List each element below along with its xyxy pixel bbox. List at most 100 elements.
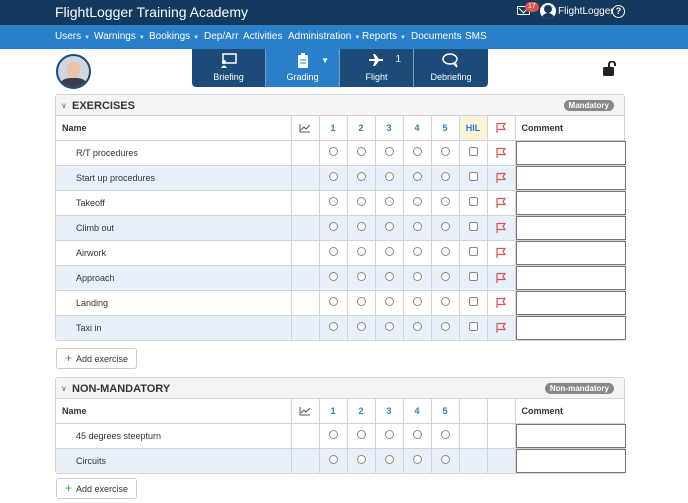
grade-1-radio[interactable] <box>328 322 338 332</box>
unlock-icon[interactable] <box>602 61 617 76</box>
grade-3-radio[interactable] <box>384 222 394 231</box>
grade-4-radio[interactable] <box>412 147 422 156</box>
grade-5-radio[interactable] <box>440 222 450 231</box>
grade-3-radio[interactable] <box>384 147 394 156</box>
grade-4-radio[interactable] <box>412 272 422 281</box>
grade-3-radio[interactable] <box>384 322 394 332</box>
flag-icon[interactable] <box>495 322 507 334</box>
nav-item-administration[interactable]: Administration ▼ <box>288 31 360 42</box>
hil-checkbox[interactable] <box>468 147 478 156</box>
comment-input[interactable] <box>515 315 626 340</box>
flag-icon[interactable] <box>495 272 507 284</box>
grade-1-radio[interactable] <box>328 172 338 181</box>
grade-4-radio[interactable] <box>412 430 422 439</box>
flag-icon[interactable] <box>495 197 507 209</box>
grade-3-radio[interactable] <box>384 272 394 281</box>
chevron-down-icon[interactable]: ▼ <box>321 56 329 65</box>
exercises-header[interactable]: ∨ EXERCISES Mandatory <box>56 95 624 116</box>
grade-5-radio[interactable] <box>440 297 450 306</box>
grade-2-radio[interactable] <box>356 430 366 439</box>
flag-icon[interactable] <box>495 297 507 309</box>
grade-2-radio[interactable] <box>356 147 366 156</box>
grade-4-radio[interactable] <box>412 297 422 306</box>
grade-5-radio[interactable] <box>440 147 450 156</box>
nav-item-bookings[interactable]: Bookings ▼ <box>149 31 199 42</box>
grade-2-radio[interactable] <box>356 222 366 231</box>
grade-5-radio[interactable] <box>440 172 450 181</box>
grade-4-radio[interactable] <box>412 455 422 465</box>
grade-4-radio[interactable] <box>412 247 422 256</box>
nav-item-users[interactable]: Users ▼ <box>55 31 90 42</box>
nav-item-documents[interactable]: Documents <box>411 31 462 42</box>
comment-input[interactable] <box>515 190 626 215</box>
grade-5-radio[interactable] <box>440 197 450 206</box>
help-icon[interactable]: ? <box>612 5 625 18</box>
grade-2-radio[interactable] <box>356 455 366 465</box>
user-menu[interactable]: FlightLogger <box>558 6 614 17</box>
tab-flight[interactable]: 1 Flight <box>340 49 414 87</box>
add-non-mandatory-exercise-button[interactable]: + Add exercise <box>56 478 138 499</box>
comment-input[interactable] <box>515 265 626 290</box>
grade-5-radio[interactable] <box>440 247 450 256</box>
grade-1-radio[interactable] <box>328 272 338 281</box>
grade-4-radio[interactable] <box>412 222 422 231</box>
comment-input[interactable] <box>515 448 626 473</box>
grade-1-radio[interactable] <box>328 247 338 256</box>
grade-2-radio[interactable] <box>356 297 366 306</box>
progress-chart-icon[interactable] <box>299 406 311 416</box>
grade-1-radio[interactable] <box>328 197 338 206</box>
flag-icon[interactable] <box>495 172 507 184</box>
grade-2-radio[interactable] <box>356 197 366 206</box>
grade-3-radio[interactable] <box>384 197 394 206</box>
flag-icon[interactable] <box>495 122 507 134</box>
nav-item-warnings[interactable]: Warnings ▼ <box>94 31 145 42</box>
grade-3-radio[interactable] <box>384 297 394 306</box>
tab-debriefing[interactable]: Debriefing <box>414 49 488 87</box>
grade-5-radio[interactable] <box>440 322 450 332</box>
grade-3-radio[interactable] <box>384 247 394 256</box>
user-avatar-icon[interactable] <box>540 3 556 19</box>
hil-checkbox[interactable] <box>468 247 478 256</box>
comment-input[interactable] <box>515 140 626 165</box>
grade-2-radio[interactable] <box>356 272 366 281</box>
grade-5-radio[interactable] <box>440 455 450 465</box>
nav-item-dep-arr[interactable]: Dep/Arr <box>204 31 238 42</box>
tab-briefing[interactable]: Briefing <box>192 49 266 87</box>
grade-5-radio[interactable] <box>440 430 450 439</box>
non-mandatory-header[interactable]: ∨ NON-MANDATORY Non-mandatory <box>56 378 624 399</box>
comment-input[interactable] <box>515 215 626 240</box>
grade-5-radio[interactable] <box>440 272 450 281</box>
nav-item-sms[interactable]: SMS <box>465 31 487 42</box>
grade-3-radio[interactable] <box>384 172 394 181</box>
hil-checkbox[interactable] <box>468 272 478 281</box>
flag-icon[interactable] <box>495 222 507 234</box>
hil-checkbox[interactable] <box>468 172 478 181</box>
comment-input[interactable] <box>515 165 626 190</box>
grade-2-radio[interactable] <box>356 322 366 332</box>
grade-1-radio[interactable] <box>328 455 338 465</box>
grade-3-radio[interactable] <box>384 455 394 465</box>
nav-item-reports[interactable]: Reports ▼ <box>362 31 406 42</box>
grade-4-radio[interactable] <box>412 322 422 332</box>
grade-3-radio[interactable] <box>384 430 394 439</box>
hil-checkbox[interactable] <box>468 222 478 231</box>
grade-4-radio[interactable] <box>412 197 422 206</box>
add-exercise-button[interactable]: + Add exercise <box>56 348 138 369</box>
flag-icon[interactable] <box>495 147 507 159</box>
progress-chart-icon[interactable] <box>299 123 311 133</box>
hil-checkbox[interactable] <box>468 297 478 306</box>
hil-checkbox[interactable] <box>468 322 478 332</box>
grade-2-radio[interactable] <box>356 247 366 256</box>
grade-1-radio[interactable] <box>328 430 338 439</box>
hil-checkbox[interactable] <box>468 197 478 206</box>
grade-1-radio[interactable] <box>328 147 338 156</box>
grade-2-radio[interactable] <box>356 172 366 181</box>
grade-4-radio[interactable] <box>412 172 422 181</box>
comment-input[interactable] <box>515 423 626 448</box>
comment-input[interactable] <box>515 240 626 265</box>
chevron-down-icon[interactable]: ∨ <box>61 101 67 110</box>
grade-1-radio[interactable] <box>328 297 338 306</box>
comment-input[interactable] <box>515 290 626 315</box>
grade-1-radio[interactable] <box>328 222 338 231</box>
flag-icon[interactable] <box>495 247 507 259</box>
